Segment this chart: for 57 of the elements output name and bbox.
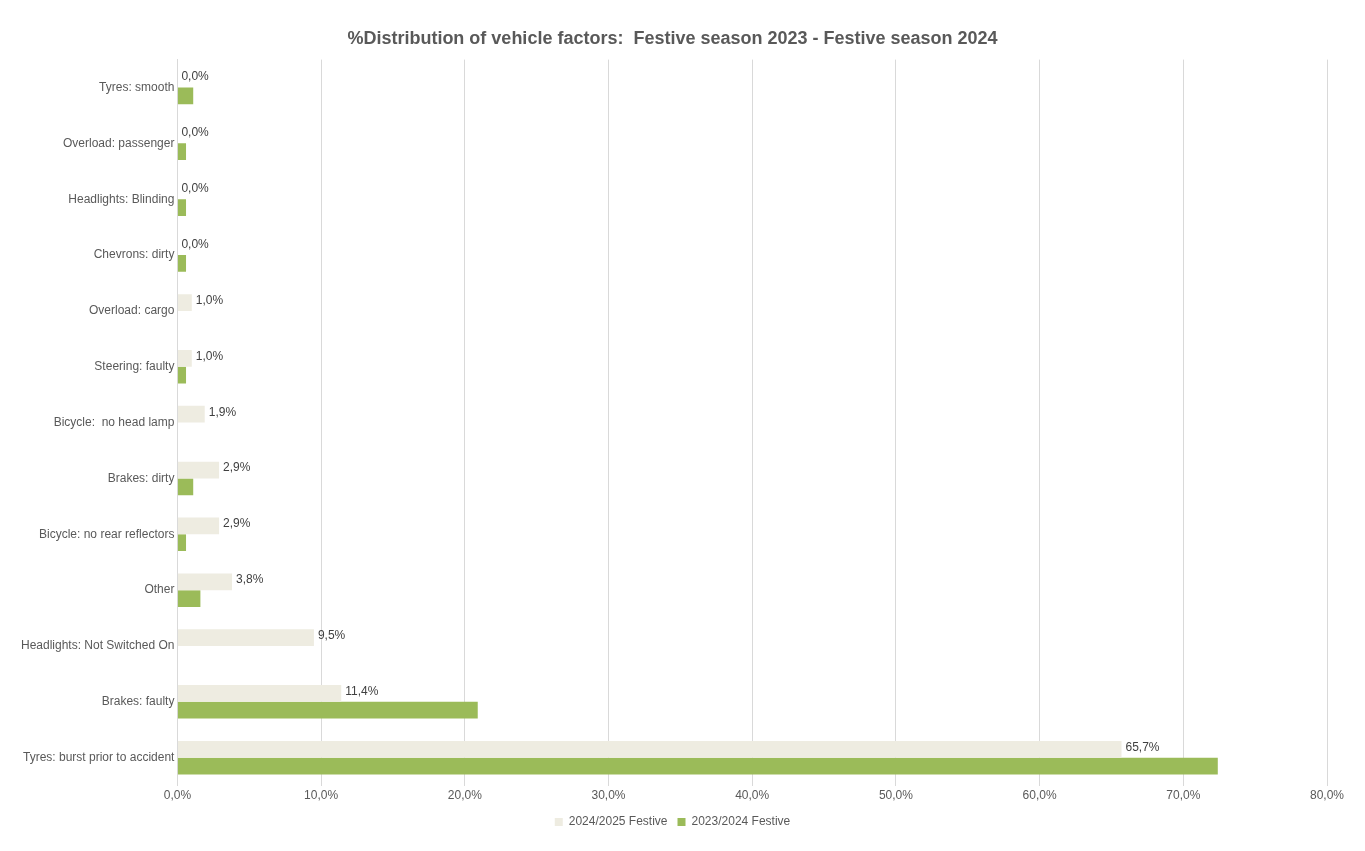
- legend-label: 2024/2025 Festive: [568, 814, 668, 829]
- y-tick-label: Tyres: smooth: [99, 79, 175, 94]
- data-label: 2,9%: [223, 460, 251, 475]
- data-label: 3,8%: [236, 572, 264, 587]
- data-label: 1,0%: [195, 292, 224, 307]
- bar: [177, 517, 220, 535]
- bar: [177, 573, 233, 591]
- y-tick-label: Bicycle: no rear reflectors: [39, 526, 175, 541]
- bar: [177, 701, 478, 719]
- y-tick-label: Headlights: Blinding: [68, 191, 175, 206]
- data-label: 1,0%: [195, 348, 224, 363]
- x-tick-label: 70,0%: [1166, 788, 1201, 803]
- bar: [177, 405, 205, 423]
- bar: [177, 478, 194, 496]
- data-label: 0,0%: [181, 237, 210, 251]
- y-tick-label: Bicycle: no head lamp: [53, 414, 175, 429]
- bar: [177, 199, 187, 216]
- y-tick-label: Headlights: Not Switched On: [20, 638, 175, 653]
- bar: [177, 740, 1122, 758]
- x-tick-label: 30,0%: [591, 788, 626, 803]
- x-tick-label: 0,0%: [163, 788, 192, 803]
- data-label: 2,9%: [223, 516, 251, 531]
- y-tick-label: Other: [144, 582, 175, 597]
- data-label: 0,0%: [181, 181, 210, 196]
- bar: [177, 461, 220, 479]
- y-tick-label: Overload: cargo: [89, 303, 175, 318]
- y-tick-label: Tyres: burst prior to accident: [23, 749, 176, 764]
- x-tick-label: 60,0%: [1022, 788, 1057, 803]
- y-tick-label: Chevrons: dirty: [93, 247, 175, 262]
- bar: [177, 87, 194, 105]
- y-tick-label: Steering: faulty: [94, 359, 175, 374]
- bar: [177, 685, 342, 702]
- y-tick-label: Overload: passenger: [63, 135, 175, 150]
- data-label: 0,0%: [181, 69, 210, 84]
- legend-label: 2023/2024 Festive: [691, 814, 791, 829]
- data-label: 1,9%: [208, 404, 237, 419]
- x-tick-label: 80,0%: [1309, 788, 1345, 803]
- bar: [177, 366, 187, 384]
- bar: [177, 255, 187, 272]
- bar: [177, 294, 192, 311]
- bar: [177, 629, 314, 646]
- x-tick-label: 50,0%: [878, 788, 914, 803]
- data-label: 9,5%: [317, 627, 346, 642]
- data-label: 0,0%: [181, 125, 210, 140]
- bar: [177, 590, 201, 607]
- x-tick-label: 10,0%: [304, 788, 339, 803]
- y-tick-label: Brakes: faulty: [101, 694, 175, 709]
- bar: [177, 143, 187, 161]
- y-tick-label: Brakes: dirty: [107, 470, 175, 485]
- bar: [177, 534, 187, 552]
- data-label: 11,4%: [345, 683, 379, 698]
- chart-title: %Distribution of vehicle factors: Festive season 2023 - Festive season 2024: [347, 27, 998, 48]
- x-tick-label: 40,0%: [735, 788, 770, 803]
- data-label: 65,7%: [1125, 739, 1160, 754]
- x-tick-label: 20,0%: [447, 788, 483, 803]
- bar: [177, 350, 192, 367]
- bar: [177, 757, 1218, 775]
